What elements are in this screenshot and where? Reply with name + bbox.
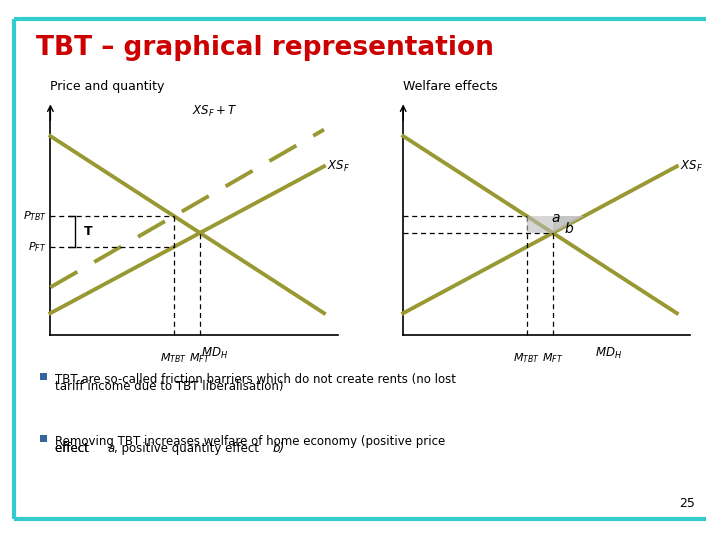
- Text: $M_{FT}$: $M_{FT}$: [542, 351, 564, 365]
- Text: effect: effect: [55, 442, 93, 455]
- Text: Welfare effects: Welfare effects: [403, 80, 498, 93]
- Text: a: a: [552, 211, 559, 225]
- Text: $M_{TBT}$: $M_{TBT}$: [513, 351, 540, 365]
- Text: b: b: [564, 222, 573, 236]
- Bar: [40, 435, 47, 442]
- Text: effect: effect: [55, 442, 93, 455]
- Text: $M_{TBT}$: $M_{TBT}$: [161, 351, 187, 365]
- Text: T: T: [84, 225, 92, 238]
- Text: $P_{FT}$: $P_{FT}$: [28, 240, 47, 254]
- Text: TBT are so-called friction barriers which do not create rents (no lost: TBT are so-called friction barriers whic…: [55, 373, 456, 386]
- Text: a: a: [108, 442, 115, 455]
- Text: $M_{FT}$: $M_{FT}$: [189, 351, 211, 365]
- Text: 25: 25: [679, 497, 695, 510]
- Text: $MD_H$: $MD_H$: [201, 346, 228, 361]
- Polygon shape: [553, 216, 584, 233]
- Text: Price and quantity: Price and quantity: [50, 80, 165, 93]
- Text: TBT – graphical representation: TBT – graphical representation: [36, 35, 494, 61]
- Text: b): b): [273, 442, 285, 455]
- Bar: [40, 373, 47, 380]
- Text: $XS_F$: $XS_F$: [680, 159, 703, 174]
- Text: Removing TBT increases welfare of home economy (positive price: Removing TBT increases welfare of home e…: [55, 435, 446, 448]
- Text: $XS_F + T$: $XS_F + T$: [192, 104, 238, 119]
- Text: $XS_F$: $XS_F$: [327, 159, 350, 174]
- Text: , positive quantity effect: , positive quantity effect: [114, 442, 264, 455]
- Text: $MD_H$: $MD_H$: [595, 346, 622, 361]
- Polygon shape: [527, 216, 584, 233]
- Text: tariff income due to TBT liberalisation): tariff income due to TBT liberalisation): [55, 380, 284, 393]
- Text: $P_{TBT}$: $P_{TBT}$: [23, 209, 47, 223]
